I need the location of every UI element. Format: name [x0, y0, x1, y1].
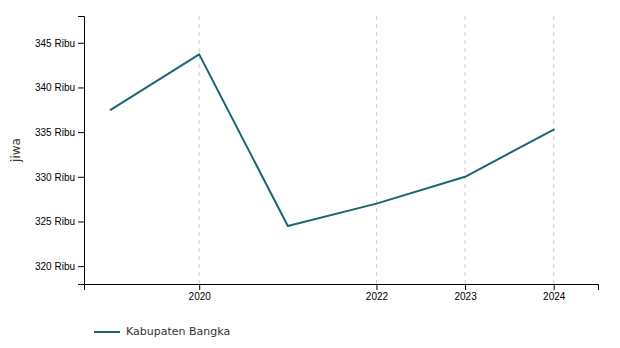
- y-tick-label: 325 Ribu: [35, 216, 75, 227]
- x-tick: 2024: [543, 284, 566, 302]
- x-tick: 2022: [366, 284, 389, 302]
- y-tick-label: 330 Ribu: [35, 172, 75, 183]
- grid: [199, 16, 553, 284]
- y-tick: 335 Ribu: [35, 127, 84, 138]
- legend-item: Kabupaten Bangka: [94, 325, 230, 338]
- y-tick-label: 345 Ribu: [35, 38, 75, 49]
- y-tick-mark: [78, 177, 84, 178]
- y-tick-label: 320 Ribu: [35, 261, 75, 272]
- grid-line: [553, 16, 554, 284]
- x-tick-mark: [554, 284, 555, 290]
- x-tick-mark: [465, 284, 466, 290]
- x-tick-label: 2024: [543, 291, 566, 302]
- y-tick-mark: [78, 266, 84, 267]
- y-tick: 330 Ribu: [35, 172, 84, 183]
- grid-line: [465, 16, 466, 284]
- x-tick-mark: [199, 284, 200, 290]
- x-tick: 2023: [454, 284, 477, 302]
- x-tick-label: 2022: [366, 291, 389, 302]
- y-tick-mark: [78, 87, 84, 88]
- y-tick-label: 340 Ribu: [35, 82, 75, 93]
- x-axis-line: [85, 285, 599, 291]
- plot: 2020 2022 2023 2024 320 Ribu 325 Ribu 330 Ribu…: [35, 16, 599, 302]
- series-line: [111, 54, 554, 226]
- x-tick-label: 2020: [189, 291, 212, 302]
- y-tick-mark: [78, 221, 84, 222]
- y-tick: 340 Ribu: [35, 82, 84, 93]
- grid-line: [376, 16, 377, 284]
- y-tick: 345 Ribu: [35, 38, 84, 49]
- y-tick: 325 Ribu: [35, 216, 84, 227]
- x-tick-mark: [376, 284, 377, 290]
- y-tick-mark: [78, 43, 84, 44]
- legend: Kabupaten Bangka: [94, 325, 230, 338]
- legend-label: Kabupaten Bangka: [126, 325, 230, 338]
- y-axis-line: [78, 17, 85, 285]
- y-tick-mark: [78, 132, 84, 133]
- legend-swatch: [94, 331, 120, 333]
- x-tick-label: 2023: [454, 291, 477, 302]
- x-tick: 2020: [189, 284, 212, 302]
- series-group: [111, 54, 554, 226]
- y-axis: 320 Ribu 325 Ribu 330 Ribu 335 Ribu 340 Ribu…: [35, 17, 85, 285]
- y-tick: 320 Ribu: [35, 261, 84, 272]
- x-axis: 2020 2022 2023 2024: [85, 284, 599, 302]
- y-axis-title: jiwa: [9, 138, 23, 163]
- y-tick-label: 335 Ribu: [35, 127, 75, 138]
- chart: 2020 2022 2023 2024 320 Ribu 325 Ribu 330 Ribu…: [0, 0, 620, 348]
